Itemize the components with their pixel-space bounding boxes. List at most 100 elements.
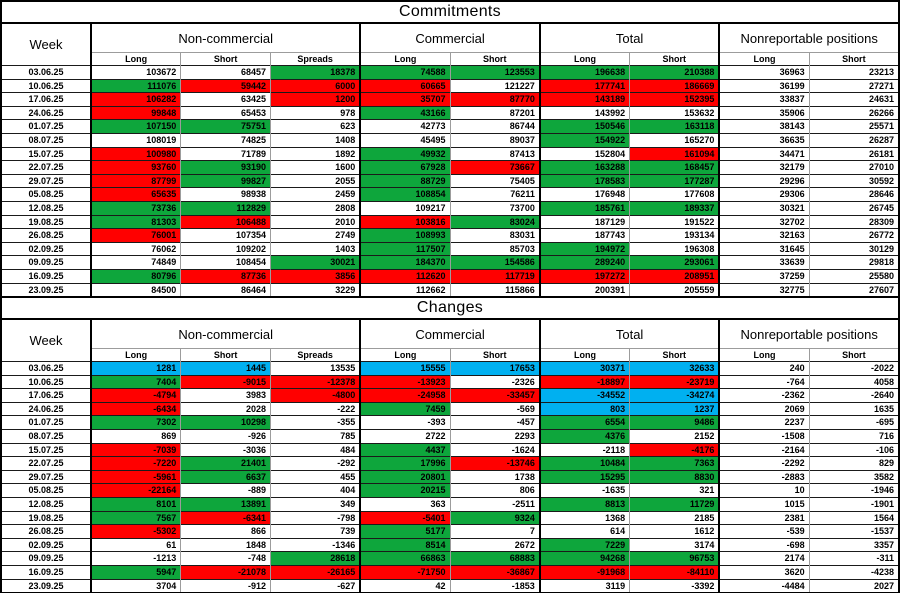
value-cell: 187129	[538, 214, 630, 229]
value-cell: 1848	[180, 537, 271, 552]
value-cell: -2326	[449, 374, 540, 389]
value-cell: 2010	[270, 214, 361, 229]
value-cell: 42	[359, 578, 451, 593]
value-cell: -5961	[90, 469, 181, 484]
value-cell: 293061	[629, 255, 720, 270]
commitments-table: Commitments Week Non-commercial Commerci…	[0, 0, 900, 299]
col-header: Long	[90, 348, 181, 362]
value-cell: 25580	[808, 268, 899, 283]
table-row: 10.06.25 111076 59442 6000 60665 121227 177741…	[1, 78, 899, 93]
value-cell: 7459	[359, 401, 451, 416]
value-cell: 93760	[90, 160, 181, 175]
col-header: Long	[538, 52, 630, 66]
col-header: Long	[90, 52, 181, 66]
value-cell: 185761	[538, 200, 630, 216]
value-cell: 10298	[180, 415, 271, 430]
value-cell: -4238	[808, 565, 899, 580]
value-cell: 2055	[270, 173, 361, 188]
col-header: Long	[359, 348, 451, 362]
value-cell: 83024	[449, 214, 540, 229]
value-cell: 35906	[718, 105, 810, 120]
value-cell: 27271	[808, 78, 899, 93]
value-cell: -2292	[718, 456, 810, 471]
value-cell: 177608	[629, 187, 720, 202]
table-row: 16.09.25 80796 87736 3856 112620 117719 197272…	[1, 268, 899, 283]
value-cell: 29818	[808, 255, 899, 270]
week-cell: 08.07.25	[1, 429, 91, 444]
col-header: Short	[629, 348, 720, 362]
value-cell: 108854	[359, 187, 451, 202]
value-cell: 154922	[538, 132, 630, 148]
value-cell: 71789	[180, 146, 271, 161]
value-cell: 2027	[808, 578, 899, 593]
value-cell: -23719	[629, 374, 720, 389]
value-cell: 2174	[718, 551, 810, 566]
value-cell: 194972	[538, 241, 630, 256]
value-cell: 123553	[449, 65, 540, 80]
value-cell: 108454	[180, 255, 271, 270]
value-cell: 103672	[90, 65, 181, 80]
week-cell: 19.08.25	[1, 510, 91, 525]
value-cell: -34552	[538, 388, 630, 403]
value-cell: 3119	[538, 578, 630, 593]
value-cell: 108993	[359, 228, 451, 243]
table-row: 26.08.25 -5302 866 739 5177 7 614 1612 -539 -1537	[1, 524, 899, 539]
value-cell: 59442	[180, 78, 271, 93]
value-cell: -4484	[718, 578, 810, 593]
value-cell: -222	[270, 401, 361, 416]
value-cell: 1738	[449, 469, 540, 484]
value-cell: 109202	[180, 241, 271, 256]
value-cell: -457	[449, 415, 540, 430]
value-cell: 168457	[629, 160, 720, 175]
value-cell: -4800	[270, 388, 361, 403]
value-cell: 49932	[359, 146, 451, 161]
value-cell: 3704	[90, 578, 181, 593]
sub-header-row: Long Short Spreads Long Short Long Short…	[1, 348, 899, 362]
group-total: Total	[538, 319, 720, 349]
week-cell: 02.09.25	[1, 537, 91, 552]
value-cell: 84500	[90, 282, 181, 298]
group-header-row: Week Non-commercial Commercial Total Non…	[1, 319, 899, 349]
value-cell: -889	[180, 483, 271, 498]
value-cell: -13746	[449, 456, 540, 471]
value-cell: 240	[718, 361, 810, 376]
value-cell: -764	[718, 374, 810, 389]
value-cell: 3229	[270, 282, 361, 298]
value-cell: 109217	[359, 200, 451, 216]
value-cell: -36867	[449, 565, 540, 580]
value-cell: 73667	[449, 160, 540, 175]
value-cell: 74849	[90, 255, 181, 270]
table-row: 24.06.25 -6434 2028 -222 7459 -569 803 1237 2069…	[1, 401, 899, 416]
value-cell: 107150	[90, 119, 181, 134]
col-header: Long	[718, 52, 810, 66]
value-cell: 3582	[808, 469, 899, 484]
value-cell: 28618	[270, 551, 361, 566]
value-cell: 65453	[180, 105, 271, 120]
table-row: 12.08.25 8101 13891 349 363 -2511 8813 11729 101…	[1, 497, 899, 512]
value-cell: 81303	[90, 214, 181, 229]
table-row: 01.07.25 7302 10298 -355 -393 -457 6554 9486 223…	[1, 415, 899, 430]
value-cell: 3620	[718, 565, 810, 580]
table-title: Changes	[1, 297, 899, 321]
table-row: 08.07.25 108019 74825 1408 45495 89037 154922 1…	[1, 132, 899, 148]
value-cell: 93190	[180, 160, 271, 175]
value-cell: -627	[270, 578, 361, 593]
table-row: 03.06.25 103672 68457 18378 74588 123553 19663…	[1, 65, 899, 80]
table-row: 23.09.25 84500 86464 3229 112662 115866 200391…	[1, 282, 899, 298]
value-cell: -4794	[90, 388, 181, 403]
value-cell: 13535	[270, 361, 361, 376]
table-row: 23.09.25 3704 -912 -627 42 -1853 3119 -3392 -448…	[1, 578, 899, 593]
table-row: 02.09.25 76062 109202 1403 117507 85703 194972…	[1, 241, 899, 256]
value-cell: 99848	[90, 105, 181, 120]
value-cell: 32702	[718, 214, 810, 229]
value-cell: -7220	[90, 456, 181, 471]
value-cell: 17996	[359, 456, 451, 471]
table-row: 26.08.25 76001 107354 2749 108993 83031 187743…	[1, 228, 899, 243]
value-cell: 30592	[808, 173, 899, 188]
value-cell: 67928	[359, 160, 451, 175]
value-cell: -3392	[629, 578, 720, 593]
commitments-title-row: Commitments	[1, 1, 899, 24]
value-cell: 28646	[808, 187, 899, 202]
value-cell: 35707	[359, 92, 451, 107]
value-cell: 187743	[538, 228, 630, 243]
